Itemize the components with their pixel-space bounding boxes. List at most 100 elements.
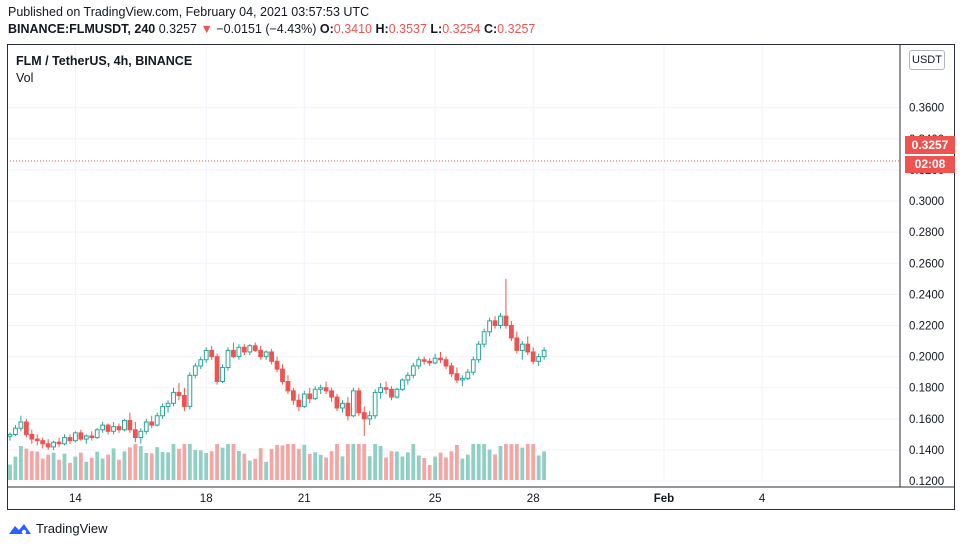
- volume-bar: [411, 444, 416, 480]
- candle-body: [40, 440, 46, 445]
- candle-body: [231, 349, 236, 358]
- volume-bar: [389, 451, 394, 480]
- volume-bar: [84, 461, 89, 480]
- candle-body: [443, 359, 449, 367]
- candle-body: [51, 441, 57, 448]
- open-value: 0.3410: [333, 22, 372, 36]
- candle-body: [209, 349, 215, 358]
- volume-bar: [215, 444, 219, 480]
- currency-unit-button[interactable]: USDT: [909, 50, 945, 70]
- candle-body: [519, 343, 525, 351]
- low-label: L:: [430, 22, 443, 36]
- volume-bar: [166, 452, 170, 480]
- volume-bar: [373, 444, 378, 480]
- footer-brand[interactable]: TradingView: [8, 521, 108, 536]
- candle-body: [312, 388, 318, 400]
- y-tick-label: 0.1200: [909, 476, 944, 488]
- candle-body: [13, 427, 18, 435]
- volume-bar: [509, 444, 514, 480]
- volume-bar: [531, 444, 536, 480]
- volume-bar: [78, 452, 83, 480]
- volume-bar: [46, 454, 51, 480]
- candle-body: [378, 387, 384, 393]
- tradingview-logo-icon: [9, 523, 31, 534]
- symbol-name: BINANCE:FLMUSDT, 240: [8, 22, 156, 36]
- volume-bar: [335, 444, 339, 480]
- candle-body: [263, 351, 269, 358]
- candle-body: [18, 421, 24, 429]
- high-value: 0.3537: [388, 22, 427, 36]
- bar-countdown-label: 02:08: [905, 156, 955, 173]
- volume-bar: [296, 448, 301, 480]
- close-label: C:: [483, 22, 498, 36]
- candle-body: [94, 429, 100, 439]
- volume-bar: [395, 451, 399, 480]
- candle-body: [296, 399, 302, 407]
- candle-body: [481, 331, 487, 345]
- legend-volume: Vol: [16, 71, 34, 85]
- candle-body: [536, 356, 542, 362]
- volume-bar: [318, 454, 323, 480]
- candle-body: [541, 349, 547, 358]
- volume-bar: [444, 457, 448, 480]
- x-tick-label: Feb: [654, 493, 674, 505]
- volume-bar: [177, 448, 181, 480]
- candle-body: [23, 421, 29, 435]
- candle-body: [45, 443, 51, 448]
- volume-bar: [247, 460, 252, 480]
- published-line: Published on TradingView.com, February 0…: [8, 5, 370, 19]
- brand-name: TradingView: [36, 521, 108, 536]
- legend-title: FLM / TetherUS, 4h, BINANCE: [16, 54, 193, 68]
- candle-body: [503, 315, 509, 327]
- low-value: 0.3254: [442, 22, 481, 36]
- candle-body: [416, 359, 422, 367]
- volume-bar: [144, 453, 149, 480]
- candle-body: [252, 345, 258, 351]
- price-chart[interactable]: 0.36000.34000.32000.30000.28000.26000.24…: [7, 44, 955, 510]
- volume-bar: [68, 462, 72, 480]
- candle-body: [514, 337, 520, 351]
- volume-bar: [160, 452, 165, 480]
- volume-bar: [13, 456, 18, 480]
- candle-body: [198, 359, 204, 367]
- volume-bar: [280, 445, 285, 480]
- candle-body: [34, 438, 40, 442]
- x-tick-label: 14: [69, 493, 82, 505]
- candle-body: [361, 412, 367, 420]
- y-tick-label: 0.2800: [909, 227, 944, 239]
- volume-bar: [182, 444, 187, 480]
- candle-body: [187, 374, 193, 407]
- volume-bar: [29, 451, 34, 480]
- volume-bar: [520, 447, 525, 480]
- volume-bar: [476, 444, 481, 480]
- candle-body: [122, 419, 127, 431]
- x-tick-label: 21: [298, 493, 311, 505]
- volume-bar: [487, 449, 492, 480]
- volume-bar: [422, 458, 427, 480]
- candle-body: [285, 381, 291, 392]
- volume-bar: [471, 444, 476, 480]
- candle-body: [318, 387, 324, 390]
- candle-body: [29, 433, 35, 440]
- candle-body: [89, 435, 95, 439]
- volume-bar: [356, 444, 361, 480]
- candle-body: [307, 393, 313, 400]
- candle-body: [220, 367, 225, 383]
- volume-bar: [275, 445, 279, 480]
- candle-body: [405, 374, 411, 381]
- y-tick-label: 0.1800: [909, 383, 944, 395]
- volume-bar: [465, 454, 470, 480]
- volume-bar: [40, 458, 45, 480]
- candle-body: [73, 432, 78, 442]
- last-price: 0.3257: [158, 22, 197, 36]
- candle-body: [350, 390, 356, 417]
- y-tick-label: 0.2000: [909, 352, 944, 364]
- volume-bar: [269, 449, 274, 480]
- volume-bar: [264, 461, 269, 480]
- volume-bar: [95, 451, 100, 480]
- volume-bar: [362, 444, 367, 480]
- volume-bar: [482, 444, 487, 480]
- candle-body: [116, 426, 122, 431]
- candle-body: [345, 402, 351, 417]
- candle-body: [487, 320, 493, 333]
